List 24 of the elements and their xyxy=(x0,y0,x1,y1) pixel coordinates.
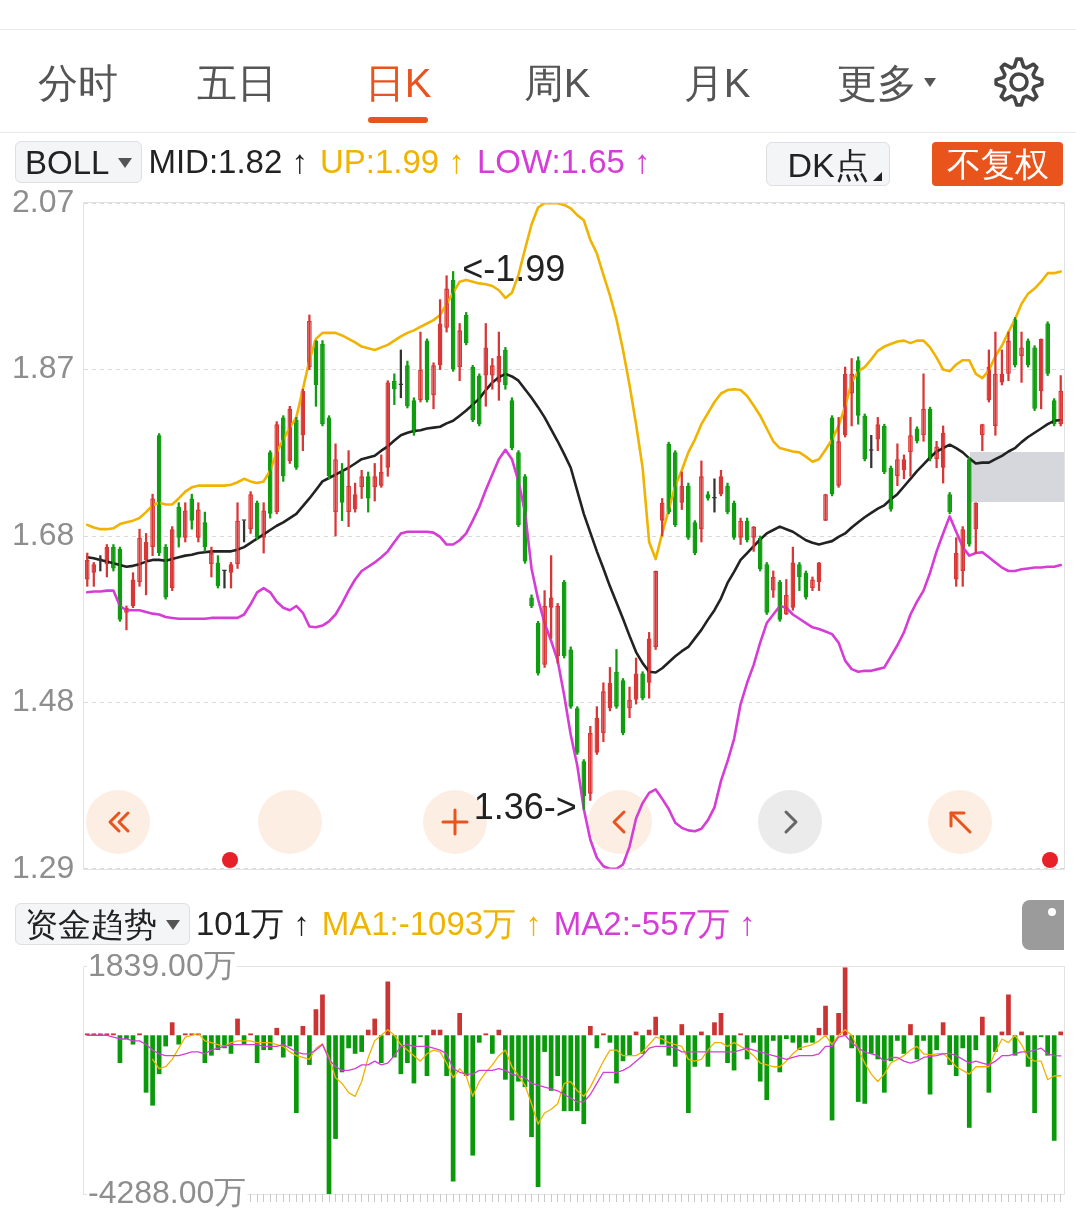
text: MA1:-1093万 ↑ xyxy=(321,903,542,944)
text: 日K xyxy=(364,60,432,107)
text: 更多 xyxy=(837,60,917,107)
text: MA2:-557万 ↑ xyxy=(553,903,756,944)
text: DK点 xyxy=(787,146,869,184)
y-tick-label: 1.68 xyxy=(12,515,75,552)
y-tick-label: 1839.00万 xyxy=(88,947,236,984)
annotation: 1.36-> xyxy=(473,785,577,827)
y-tick-label: 1.87 xyxy=(12,349,75,386)
legend-title: BOLL xyxy=(25,144,110,181)
text: 五日 xyxy=(197,60,277,107)
text: 周K xyxy=(523,60,591,107)
y-tick-label: 1.48 xyxy=(12,682,75,719)
text: LOW:1.65 ↑ xyxy=(476,143,651,181)
y-tick-label: -4288.00万 xyxy=(88,1173,247,1210)
text: 不复权 xyxy=(946,145,1049,183)
text: 月K xyxy=(683,60,751,107)
text: MID:1.82 ↑ xyxy=(148,143,308,181)
legend-title: 资金趋势 xyxy=(25,906,157,943)
y-tick-label: 1.29 xyxy=(12,848,75,885)
series-label: 101万 ↑ xyxy=(196,903,310,944)
text: UP:1.99 ↑ xyxy=(319,143,465,181)
y-tick-label: 2.07 xyxy=(12,183,75,220)
text: 分时 xyxy=(38,60,118,107)
